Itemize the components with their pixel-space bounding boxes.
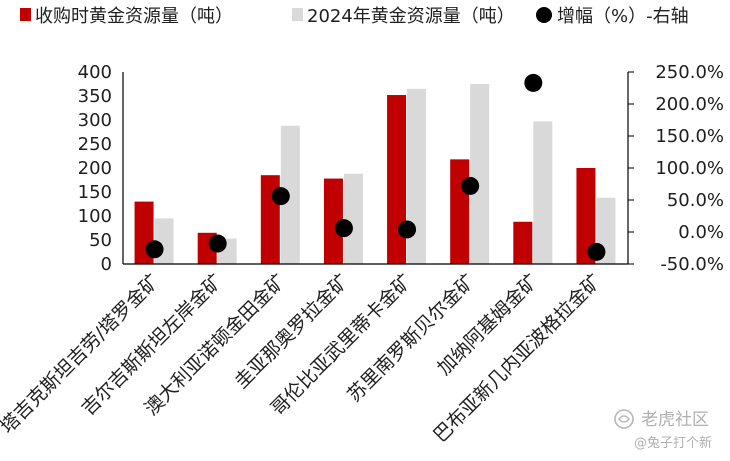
right-tick-label: 50.0% [667,190,724,211]
category-label-4: 圭亚那奥罗拉金矿 [230,270,353,393]
right-tick-label: 150.0% [655,126,724,147]
point-4 [334,219,353,238]
right-tick-label: 100.0% [655,158,724,179]
left-tick-label: 100 [78,206,112,227]
point-3 [271,187,290,206]
left-tick-label: 400 [78,62,112,83]
bar-1-6 [450,159,470,264]
bar-marks [134,84,616,264]
right-axis: -50.0% 0.0% 50.0% 100.0% 150.0% 200.0% 250.0% [628,62,724,275]
point-6 [461,176,480,195]
left-tick-label: 150 [78,182,112,203]
watermark: 老虎社区 @兔子打个新 [614,409,712,451]
bar-2-6 [470,84,490,264]
tiger-logo-icon [614,409,634,429]
left-tick-label: 250 [78,134,112,155]
bar-1-5 [387,95,407,264]
left-axis: 0 50 100 150 200 250 300 350 400 [78,62,112,275]
legend-label-1: 收购时黄金资源量（吨） [35,6,233,27]
category-labels: 塔吉克斯坦吉劳/塔罗金矿吉尔吉斯斯坦左岸金矿澳大利亚诺顿金田金矿圭亚那奥罗拉金矿… [0,270,606,447]
right-tick-label: 250.0% [655,62,724,83]
watermark-handle: @兔子打个新 [634,435,712,451]
left-tick-label: 350 [78,86,112,107]
point-1 [145,240,164,259]
legend-marker-3 [536,7,552,23]
legend-label-3: 增幅（%）-右轴 [557,6,689,27]
bar-1-8 [576,168,596,264]
legend: 收购时黄金资源量（吨） 2024年黄金资源量（吨） 增幅（%）-右轴 [20,6,689,27]
left-tick-label: 200 [78,158,112,179]
bar-2-5 [407,88,427,264]
left-tick-label: 0 [101,254,112,275]
point-7 [524,73,543,92]
bar-1-7 [513,221,533,264]
point-8 [587,242,606,261]
bar-2-7 [533,121,553,264]
scatter-marks [145,73,606,261]
right-tick-label: 200.0% [655,94,724,115]
point-2 [208,234,227,253]
left-tick-label: 300 [78,110,112,131]
right-tick-label: -50.0% [660,254,724,275]
bar-2-3 [280,125,300,264]
legend-swatch-2 [292,8,303,21]
watermark-brand: 老虎社区 [641,410,709,430]
legend-label-2: 2024年黄金资源量（吨） [307,6,515,27]
right-tick-label: 0.0% [678,222,724,243]
point-5 [398,220,417,239]
axis-lines [122,72,629,265]
bar-2-4 [343,173,363,264]
left-tick-label: 50 [89,230,112,251]
legend-swatch-1 [20,8,31,21]
bar-1-4 [323,178,343,264]
